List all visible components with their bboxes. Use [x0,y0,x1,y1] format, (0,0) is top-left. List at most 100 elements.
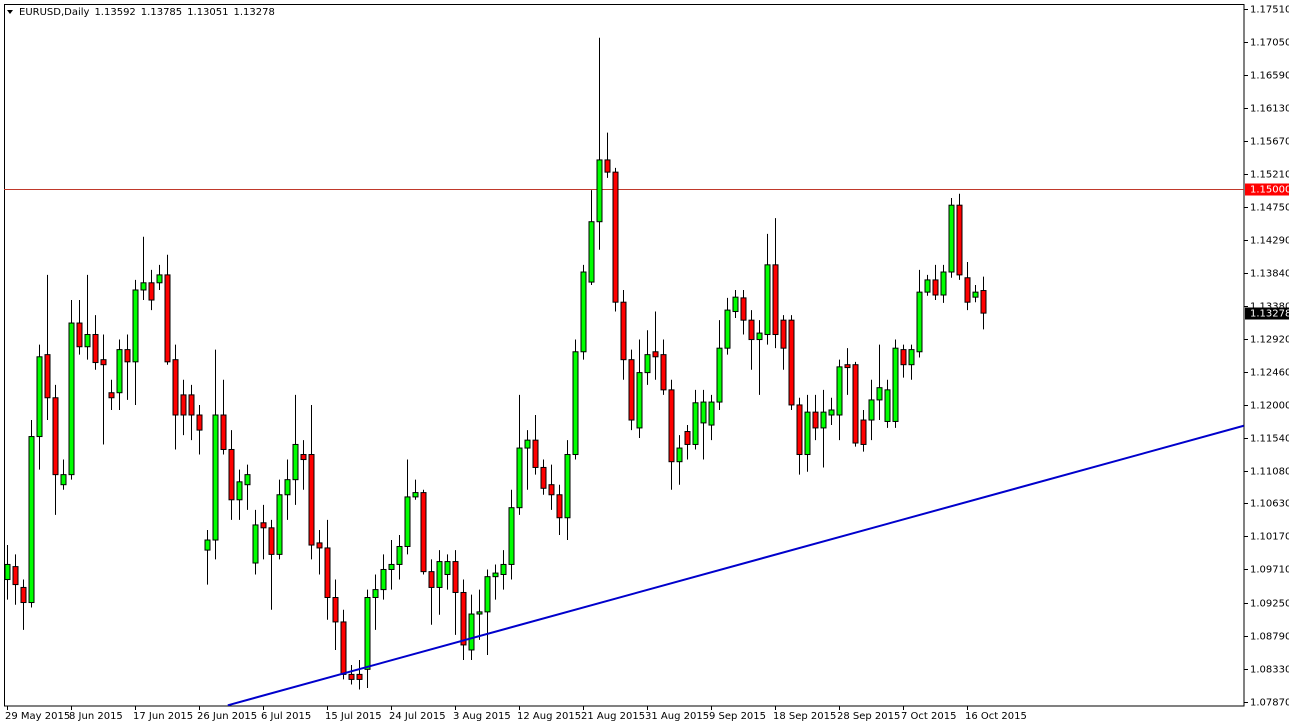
candle-body-down [220,414,227,450]
candle-body-down [772,264,779,336]
candle-body-down [332,597,339,623]
candle-body-down [228,448,235,501]
x-tick-label: 31 Aug 2015 [645,711,709,722]
candle-body-up [516,447,523,509]
candle-body-down [340,621,347,675]
candle-body-down [76,322,83,348]
candle-body-up [764,264,771,336]
candle-body-down [748,319,755,341]
y-tick-label: 1.15670 [1250,137,1289,148]
candle-body-down [300,454,307,461]
candle-body-up [692,402,699,445]
candle-body-down [604,159,611,173]
y-tick-label: 1.08330 [1250,665,1289,676]
candle-body-up [212,414,219,541]
x-tick-label: 8 Jun 2015 [69,711,123,722]
candle-body-up [284,479,291,496]
candle-body-up [444,561,451,576]
candle-body-down [548,484,555,496]
candle-body-down [900,349,907,366]
candle-body-down [540,466,547,489]
x-tick-label: 7 Oct 2015 [901,711,956,722]
candle-body-up [596,159,603,223]
candle-body-up [676,447,683,463]
x-tick-label: 9 Sep 2015 [709,711,766,722]
y-tick-label: 1.11540 [1250,434,1289,445]
candle-body-down [612,171,619,303]
candle-body-down [44,354,51,399]
trendline [227,424,1244,706]
candle-body-up [484,576,491,613]
candle-body-down [148,282,155,301]
candle-body-down [108,392,115,399]
candle-body-up [700,401,707,424]
candle-body-down [52,397,59,476]
candle-body-up [404,496,411,547]
candle-body-up [580,271,587,353]
candle-body-up [924,279,931,293]
level-label-box [1245,183,1289,196]
y-tick-label: 1.10170 [1250,532,1289,543]
candle-body-down [628,359,635,421]
candle-body-up [244,474,251,486]
candle-body-up [948,204,955,273]
candle-body-up [68,322,75,476]
candle-body-down [20,586,27,604]
y-tick-label: 1.17050 [1250,38,1289,49]
candle-body-down [740,297,747,321]
x-tick-label: 17 Jun 2015 [133,711,193,722]
candle-body-down [660,354,667,391]
candle-body-up [804,411,811,456]
candle-body-up [388,563,395,570]
candle-body-down [324,547,331,599]
candle-body-up [436,561,443,588]
candle-body-up [708,401,715,426]
candle-body-down [348,673,355,680]
x-tick-label: 24 Jul 2015 [389,711,446,722]
header-open: 1.13592 [94,7,135,18]
y-tick-label: 1.13840 [1250,269,1289,280]
candle-body-down [788,319,795,406]
y-tick-label: 1.08790 [1250,632,1289,643]
candle-body-up [876,387,883,401]
candle-body-up [252,524,259,564]
candle-body-up [724,309,731,349]
candle-body-up [412,492,419,498]
y-tick-label: 1.16130 [1250,104,1289,115]
candle-body-down [860,419,867,445]
x-tick-label: 28 Sep 2015 [837,711,900,722]
y-tick-label: 1.12460 [1250,368,1289,379]
price-label: 1.13278 [1250,309,1289,320]
candle-body-down [188,394,195,416]
candle-body-up [4,563,11,581]
candle-body-up [396,545,403,565]
x-tick-label: 29 May 2015 [5,711,70,722]
level-label: 1.15000 [1250,185,1289,196]
candle-body-up [820,411,827,429]
candle-body-up [204,539,211,551]
candle-body-down [980,290,987,314]
header-high: 1.13785 [141,7,182,18]
candle-body-up [364,597,371,670]
candle-body-up [644,354,651,374]
y-tick-label: 1.11080 [1250,467,1289,478]
candle-body-down [308,454,315,546]
candle-body-down [12,566,19,586]
candle-body-up [524,439,531,449]
candle-body-up [28,436,35,604]
candle-body-down [796,404,803,456]
candle-body-up [492,572,499,578]
candle-body-up [828,409,835,416]
header: EURUSD,Daily 1.13592 1.13785 1.13051 1.13278 [19,7,275,18]
header-close: 1.13278 [234,7,275,18]
candle-body-down [180,394,187,416]
candle-body-down [556,494,563,519]
candle-body-down [316,542,323,549]
candle-body-up [564,454,571,519]
y-tick-label: 1.07870 [1250,698,1289,709]
candle-body-down [932,279,939,296]
candle-body-up [716,347,723,403]
candle-body-up [132,289,139,363]
y-tick-label: 1.13380 [1250,302,1289,313]
